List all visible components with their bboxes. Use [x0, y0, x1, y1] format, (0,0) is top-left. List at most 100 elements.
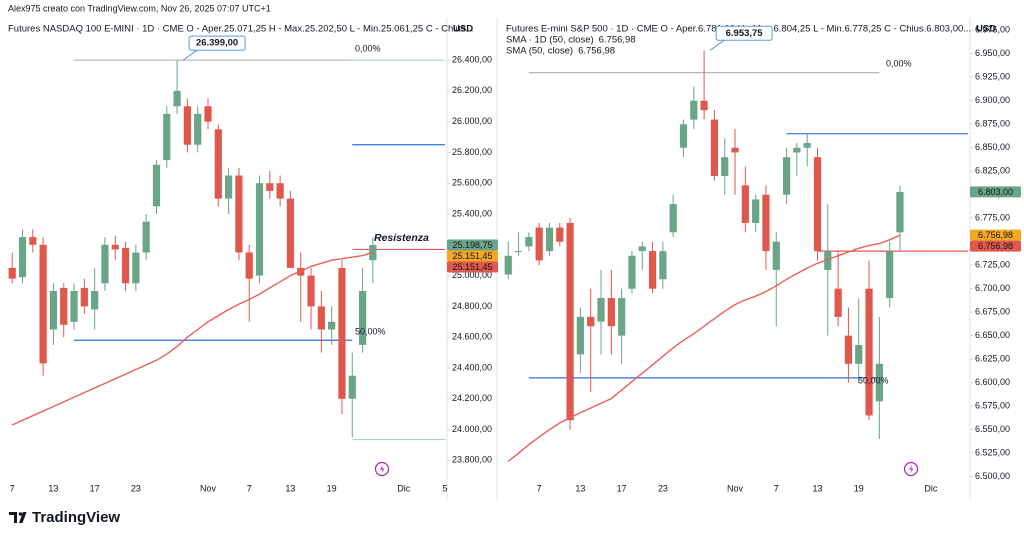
x-tick-label: 17 [90, 483, 100, 493]
x-tick-label: 19 [854, 483, 864, 493]
price-tag-label: 6.756,98 [978, 230, 1013, 240]
y-tick-label: 6.850,00 [975, 142, 1010, 152]
candle-body [317, 306, 325, 330]
price-tag [970, 240, 1021, 252]
callout-box [715, 25, 773, 41]
candle-body [545, 227, 554, 252]
candle-body [597, 298, 605, 322]
candle-body [266, 183, 274, 191]
candle-body [235, 175, 243, 253]
candle-body [690, 100, 698, 120]
candle-body [628, 255, 636, 289]
y-tick-label: 6.500,00 [975, 471, 1010, 481]
candle-body [338, 267, 346, 399]
candle-body [204, 106, 212, 122]
x-tick-label: 13 [575, 483, 585, 493]
candle-body [525, 237, 533, 247]
logo-dot [18, 512, 23, 516]
y-tick-label: 6.700,00 [975, 283, 1010, 293]
price-tag [447, 250, 498, 262]
callout-label: 26.399,00 [196, 38, 238, 49]
candle-body [504, 255, 512, 275]
annotation: 50,00% [355, 326, 386, 336]
candle-body [60, 287, 68, 325]
candle-body [700, 100, 708, 111]
legend-value: 6.756,98 [599, 35, 636, 46]
chart-panel: Futures E-mini S&P 500 · 1D · CME O - Ap… [504, 24, 1021, 493]
candle-body [132, 252, 140, 284]
x-tick-label: 13 [285, 483, 295, 493]
candle-body [49, 290, 58, 330]
y-tick-label: 6.975,00 [975, 25, 1010, 35]
candle-body [163, 113, 171, 161]
y-tick-label: 23.800,00 [452, 455, 492, 465]
candle-body [855, 345, 863, 364]
x-tick-label: 19 [327, 483, 337, 493]
candle-body [18, 237, 27, 278]
candle-body [276, 183, 284, 199]
currency: USD [976, 24, 996, 35]
annotation: Resistenza [374, 232, 429, 244]
chart-panel: Futures NASDAQ 100 E-MINI · 1D · CME O -… [8, 24, 498, 493]
y-tick-label: 26.200,00 [452, 85, 492, 95]
candle-body [793, 147, 801, 153]
sma-line [11, 251, 374, 426]
y-tick-label: 24.400,00 [452, 362, 492, 372]
candle-body [8, 267, 16, 279]
chart-title: Futures NASDAQ 100 E-MINI · 1D · CME O -… [8, 24, 473, 35]
price-tag [970, 186, 1021, 198]
y-tick-label: 6.875,00 [975, 119, 1010, 129]
candle-body [91, 290, 99, 310]
candle-body [80, 287, 88, 307]
candle-body [782, 157, 791, 195]
y-tick-label: 6.625,00 [975, 353, 1010, 363]
y-tick-label: 6.725,00 [975, 260, 1010, 270]
annotation: 0,00% [355, 43, 381, 53]
candle-body [721, 157, 729, 176]
candle-body [834, 288, 842, 317]
x-tick-label: 7 [774, 483, 779, 493]
alert-bolt [380, 465, 385, 473]
candle-body [803, 143, 811, 148]
price-tag [970, 229, 1021, 241]
price-tag [447, 261, 498, 273]
candle-body [576, 316, 585, 355]
x-tick-label: Dic [397, 483, 410, 493]
candle-body [70, 290, 78, 322]
y-tick-label: 6.825,00 [975, 166, 1010, 176]
candle-body [111, 244, 119, 250]
y-tick-label: 6.900,00 [975, 95, 1010, 105]
candle-body [648, 251, 657, 289]
candle-body [142, 221, 150, 253]
legend-label: SMA · 1D (50, close) [506, 35, 594, 46]
y-tick-label: 6.950,00 [975, 48, 1010, 58]
price-tag [447, 239, 498, 251]
candle-body [556, 227, 564, 242]
x-tick-label: 5 [442, 483, 447, 493]
x-tick-label: 13 [812, 483, 822, 493]
candle-body [813, 157, 822, 252]
x-tick-label: Nov [727, 483, 744, 493]
y-tick-label: 25.600,00 [452, 178, 492, 188]
y-tick-label: 6.525,00 [975, 447, 1010, 457]
y-tick-label: 25.000,00 [452, 270, 492, 280]
candle-body [514, 251, 523, 253]
candle-body [752, 199, 760, 223]
y-tick-label: 25.400,00 [452, 208, 492, 218]
sma-line [507, 234, 901, 463]
candle-body [607, 298, 615, 327]
y-tick-label: 6.775,00 [975, 213, 1010, 223]
x-tick-label: Nov [200, 483, 217, 493]
alert-bolt [909, 465, 914, 473]
candle-body [824, 251, 832, 270]
y-tick-label: 6.550,00 [975, 424, 1010, 434]
candle-body [587, 316, 595, 327]
candle-body [173, 90, 181, 107]
candle-body [286, 198, 295, 268]
y-tick-label: 24.000,00 [452, 424, 492, 434]
candle-body [679, 124, 688, 148]
callout-label: 6.953,75 [726, 28, 764, 39]
x-tick-label: 13 [48, 483, 58, 493]
candle-body [762, 194, 770, 252]
brand-logo: TradingView [9, 509, 120, 526]
